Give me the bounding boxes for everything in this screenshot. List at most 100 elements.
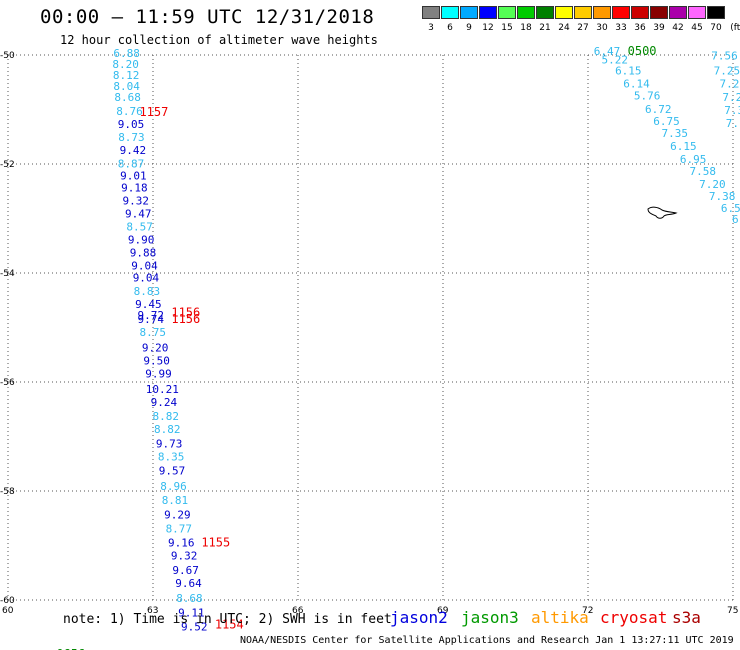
wave-height-point: 8.35 — [158, 450, 185, 463]
wave-height-point: 9.04 — [131, 260, 158, 273]
wave-height-point: 7.38 — [709, 190, 736, 203]
satellite-altika: altika — [531, 608, 589, 627]
x-tick-label: 69 — [437, 606, 449, 616]
wave-height-point: 6.47 — [594, 45, 621, 58]
legend-swatch — [498, 6, 516, 19]
wave-height-point: 8.03 — [18, 649, 44, 650]
x-tick-label: 60 — [2, 606, 14, 616]
x-tick-label: 75 — [727, 606, 738, 616]
wave-height-point: 8.76 — [116, 105, 142, 118]
wave-height-point: 6.14 — [623, 78, 650, 91]
y-tick-label: -60 — [0, 596, 15, 606]
wave-height-point: 8.82 — [153, 410, 180, 423]
wave-height-points: 6.888.208.128.048.688.769.058.739.428.87… — [18, 45, 740, 650]
wave-height-point: 9.20 — [142, 341, 169, 354]
wave-height-point: 8.68 — [176, 592, 203, 605]
wave-height-point: 6.15 — [615, 65, 642, 78]
wave-height-point: 8.82 — [154, 423, 181, 436]
wave-height-point: 7.22 — [719, 78, 740, 91]
wave-height-point: 7.58 — [690, 165, 717, 178]
axis-ticks: 60 63 66 69 72 75 -50 -52 -54 -56 -58 -60 — [0, 51, 738, 616]
grid-lines — [7, 54, 734, 601]
time-label: 0500 — [628, 44, 657, 58]
time-label: 0656 — [56, 647, 85, 650]
wave-height-point: 8.20 — [112, 58, 138, 71]
wave-height-point: 9.64 — [175, 577, 202, 590]
legend-label: 36 — [634, 23, 646, 33]
legend-label: 70 — [710, 23, 722, 33]
legend-label: 39 — [653, 23, 665, 33]
wave-height-point: 9.67 — [172, 564, 199, 577]
legend-swatch — [555, 6, 573, 19]
wave-height-point: 6.75 — [653, 115, 680, 128]
legend-label: 21 — [539, 23, 551, 33]
legend-label: 42 — [672, 23, 684, 33]
legend-label: 33 — [615, 23, 627, 33]
wave-height-point: 9.73 — [156, 437, 183, 450]
footer-credit: NOAA/NESDIS Center for Satellite Applica… — [240, 635, 734, 646]
legend-label: 24 — [558, 23, 570, 33]
legend-swatch — [688, 6, 706, 19]
wave-height-point: 9.16 — [168, 537, 195, 550]
y-tick-label: -52 — [0, 160, 15, 170]
legend-swatch — [707, 6, 725, 19]
legend-swatch — [460, 6, 478, 19]
wave-height-point: 8.77 — [166, 522, 193, 535]
wave-height-point: 8.87 — [118, 157, 145, 170]
legend-swatch — [517, 6, 535, 19]
legend-label: 27 — [577, 23, 589, 33]
y-tick-label: -58 — [0, 487, 15, 497]
wave-height-point: 9.45 — [135, 298, 162, 311]
legend-swatch — [536, 6, 554, 19]
y-tick-label: -56 — [0, 378, 15, 388]
wave-height-point: 7.2 — [722, 91, 740, 104]
legend-swatch — [441, 6, 459, 19]
wave-height-point: 9.18 — [121, 181, 148, 194]
wave-height-point: 9.74 — [138, 313, 165, 326]
y-tick-label: -50 — [0, 51, 15, 61]
wave-height-point: 8.96 — [160, 480, 187, 493]
legend-swatch — [479, 6, 497, 19]
wave-height-point: 9.42 — [120, 144, 146, 157]
wave-height-point: 9.05 — [118, 118, 145, 131]
time-label: 1157 — [139, 105, 168, 119]
wave-height-point: 9.99 — [145, 368, 172, 381]
legend-swatch — [612, 6, 630, 19]
wave-height-point: 9.32 — [171, 550, 198, 563]
wave-height-point: 6.95 — [680, 153, 707, 166]
wave-height-point: 9.47 — [125, 207, 152, 220]
satellite-cryosat: cryosat — [600, 608, 668, 627]
wave-height-point: 8.81 — [162, 494, 189, 507]
footer-note: note: 1) Time is in UTC; 2) SWH is in fe… — [63, 612, 392, 627]
time-label: 1156 — [171, 306, 200, 320]
wave-height-point: 7.25 — [714, 65, 740, 78]
legend-swatch — [650, 6, 668, 19]
time-labels: 11571156115611551154050006560657 — [56, 44, 656, 650]
wave-height-point: 7.3 — [724, 104, 740, 117]
legend-label: 30 — [596, 23, 608, 33]
page-title: 00:00 – 11:59 UTC 12/31/2018 — [40, 6, 375, 28]
wave-height-point: 8.83 — [134, 285, 161, 298]
wave-height-point: 7. — [726, 117, 739, 130]
legend-label: 6 — [447, 23, 453, 33]
wave-height-point: 6.25 — [732, 213, 740, 226]
legend-label: 9 — [466, 23, 472, 33]
time-label: 1155 — [201, 536, 230, 550]
satellite-s3a: s3a — [672, 608, 701, 627]
wave-height-point: 8.73 — [118, 131, 145, 144]
wave-height-point: 6.88 — [113, 47, 140, 60]
wave-height-point: 9.11 — [178, 606, 205, 619]
wave-height-point: 5.76 — [634, 90, 661, 103]
wave-height-point: 5.22 — [602, 54, 629, 67]
time-label: 1156 — [171, 312, 200, 326]
wave-height-point: 9.04 — [133, 272, 160, 285]
x-tick-label: 66 — [292, 606, 304, 616]
legend-swatch — [631, 6, 649, 19]
wave-height-point: 9.90 — [128, 234, 155, 247]
wave-height-point: 9.72 — [138, 309, 165, 322]
page-subtitle: 12 hour collection of altimeter wave hei… — [60, 33, 378, 47]
legend-label: 15 — [501, 23, 513, 33]
y-tick-label: -54 — [0, 269, 15, 279]
wave-height-point: 8.68 — [114, 91, 141, 104]
